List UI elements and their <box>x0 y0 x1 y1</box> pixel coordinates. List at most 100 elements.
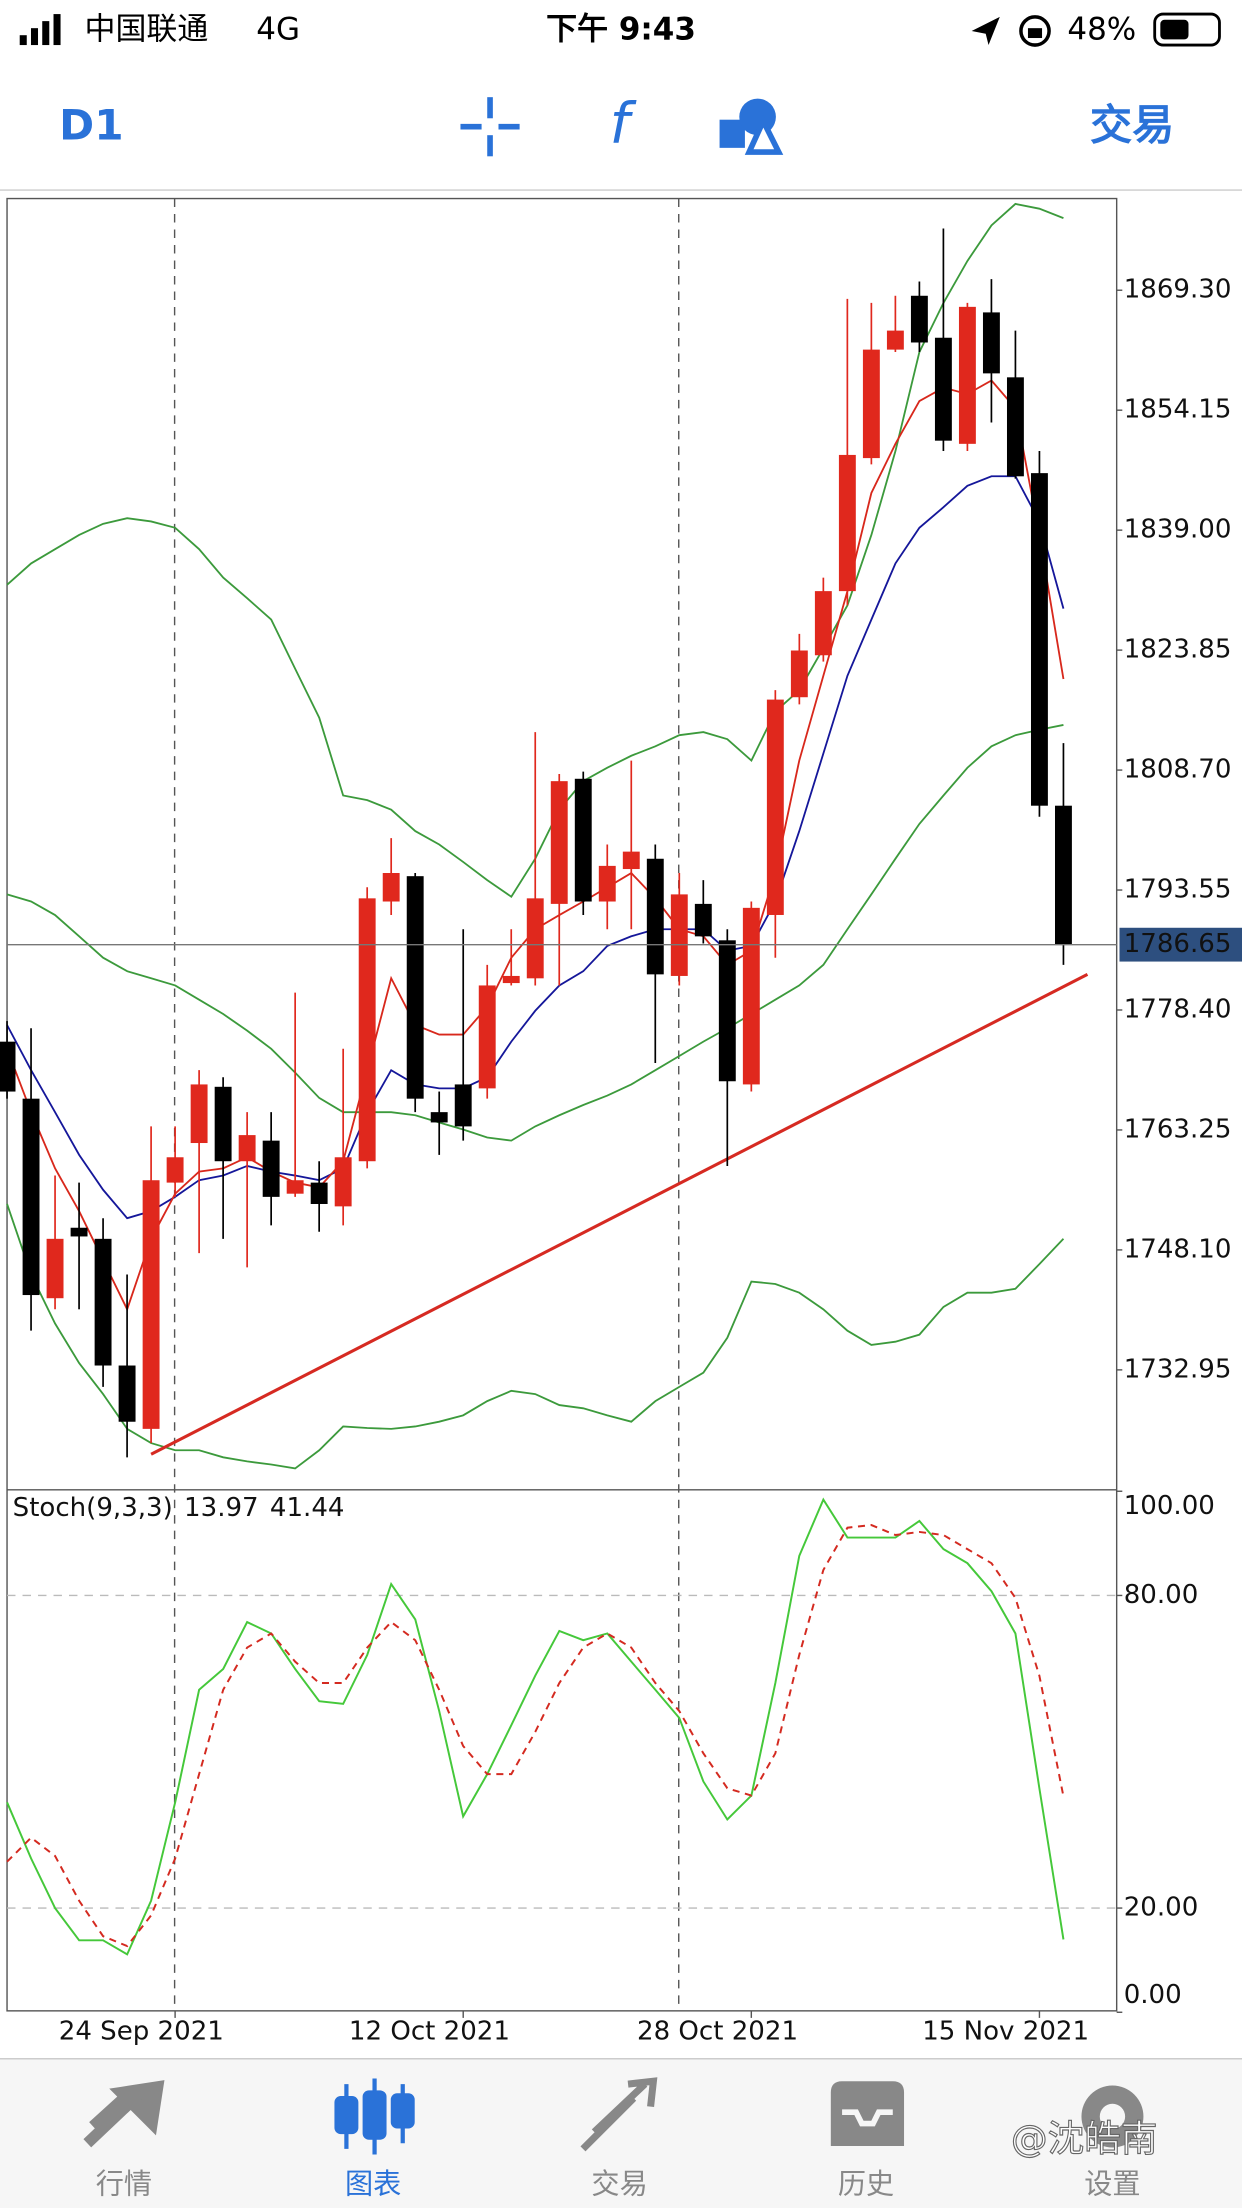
carrier: 中国联通 <box>84 11 208 47</box>
candle-body <box>166 1157 184 1183</box>
chart-frame <box>6 197 1118 2012</box>
crosshair-button[interactable] <box>460 97 520 157</box>
tab-bar <box>0 2058 1242 2208</box>
tab-icon <box>1099 2103 1126 2130</box>
clock: 下午 9:43 <box>546 11 696 47</box>
tab-icon <box>830 2081 905 2147</box>
candle-body <box>766 699 784 915</box>
candle-body <box>790 650 808 698</box>
y-tick-label: 1763.25 <box>1124 1114 1232 1144</box>
indicator-name: Stoch(9,3,3) <box>13 1493 173 1523</box>
toolbar: D1 f 交易 <box>0 91 1242 191</box>
y-tick-label: 1808.70 <box>1124 755 1232 785</box>
y-tick-label: 1823.85 <box>1124 635 1232 665</box>
indicator-line <box>6 724 1064 1142</box>
candle-body <box>814 591 832 656</box>
timeframe-button[interactable]: D1 <box>59 101 123 150</box>
battery-level <box>1160 19 1189 40</box>
candle-body <box>742 907 760 1085</box>
candle-body <box>118 1365 136 1422</box>
candle-body <box>646 858 664 975</box>
candle-body <box>94 1238 112 1366</box>
candle-body <box>46 1238 64 1299</box>
candle-body <box>22 1098 40 1296</box>
candle-body <box>550 781 568 904</box>
candle-body <box>670 894 688 976</box>
indicator-value: 13.97 <box>184 1493 259 1523</box>
status-bar: 中国联通 4G 下午 9:43 48% <box>19 11 1221 47</box>
indicator-title: Stoch(9,3,3) 13.97 41.44 <box>13 1493 345 1523</box>
tab-label[interactable]: 图表 <box>345 2167 401 2200</box>
date-axis: 24 Sep 2021 12 Oct 2021 28 Oct 2021 15 Nov … <box>59 2010 1089 2046</box>
y-tick-label: 1793.55 <box>1124 875 1232 905</box>
y-tick-label: 1854.15 <box>1124 395 1232 425</box>
candle-body <box>1006 377 1024 477</box>
tab-label[interactable]: 行情 <box>96 2167 152 2200</box>
indicator-value: 41.44 <box>270 1493 345 1523</box>
candle-body <box>1054 805 1072 945</box>
signal-bar <box>53 14 61 46</box>
signal-bar <box>19 35 27 46</box>
y-tick-label: 0.00 <box>1124 1980 1182 2010</box>
signal-bar <box>42 21 50 46</box>
last-price-label: 1786.65 <box>1124 929 1232 959</box>
candle-body <box>598 865 616 902</box>
candle-body <box>502 975 520 984</box>
candle-body <box>526 898 544 979</box>
indicator-line <box>6 475 1065 1220</box>
candle-body <box>142 1180 160 1429</box>
tab-icon <box>83 2080 165 2148</box>
indicator-line <box>6 1524 1065 1948</box>
candle-body <box>358 898 376 1162</box>
candle-body <box>454 1084 472 1127</box>
indicator-line <box>6 1203 1065 1470</box>
candle-body <box>958 306 976 444</box>
x-tick-label: 24 Sep 2021 <box>59 2016 224 2046</box>
y-tick-label: 80.00 <box>1124 1580 1199 1610</box>
candle-body <box>910 295 928 343</box>
candle-body <box>838 454 856 592</box>
location-icon <box>971 16 1000 46</box>
tab-label[interactable]: 交易 <box>591 2167 647 2200</box>
stoch-panel: 0.00 20.00 80.00 100.00 Stoch(9,3,3) 13.97 41.… <box>6 1490 1215 2013</box>
y-tick-label: 1732.95 <box>1124 1354 1232 1384</box>
candle-body <box>622 851 640 870</box>
tab-label[interactable]: 设置 <box>1084 2167 1140 2200</box>
y-tick-label: 1778.40 <box>1124 994 1232 1024</box>
y-tick-label: 100.00 <box>1124 1491 1215 1521</box>
candle-body <box>718 940 736 1082</box>
candle-body <box>0 1041 16 1092</box>
candle-body <box>430 1112 448 1123</box>
candle-body <box>70 1227 88 1237</box>
candle-body <box>214 1086 232 1162</box>
last-price-badge <box>1119 927 1242 962</box>
y-tick-label: 1748.10 <box>1124 1234 1232 1264</box>
signal-bar <box>30 28 39 46</box>
candle-body <box>478 985 496 1089</box>
x-tick-label: 12 Oct 2021 <box>349 2016 510 2046</box>
candle-body <box>382 873 400 902</box>
candle-body <box>238 1135 256 1162</box>
trade-button[interactable]: 交易 <box>1090 101 1174 150</box>
y-tick-label: 1839.00 <box>1124 515 1232 545</box>
candle-body <box>310 1182 328 1204</box>
watermark: @沈皓南 <box>1011 2117 1157 2160</box>
candle-body <box>334 1157 352 1207</box>
indicator-button[interactable]: f <box>610 91 637 156</box>
battery-icon <box>1153 12 1221 47</box>
battery-text: 48% <box>1067 11 1136 47</box>
tab-icon <box>842 2109 893 2127</box>
x-tick-label: 28 Oct 2021 <box>637 2016 798 2046</box>
tab-label[interactable]: 历史 <box>838 2167 894 2200</box>
candle-body <box>574 778 592 902</box>
tabs: 行情 图表 交易 历史 设置 <box>83 2077 1144 2200</box>
trendline <box>150 972 1089 1456</box>
objects-button[interactable] <box>719 98 784 155</box>
candle-body <box>886 330 904 350</box>
y-tick-label: 20.00 <box>1124 1893 1199 1923</box>
candle-body <box>190 1084 208 1144</box>
network: 4G <box>256 11 300 47</box>
candle-body <box>286 1180 304 1194</box>
candle-body <box>862 349 880 459</box>
